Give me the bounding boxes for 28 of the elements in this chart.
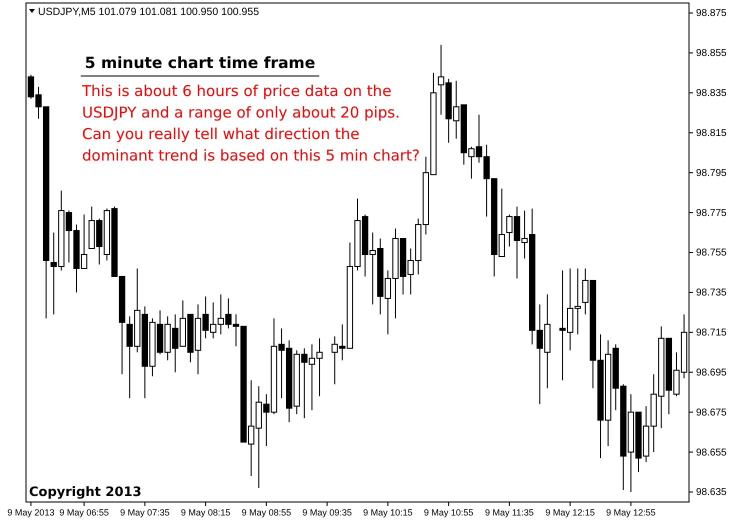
y-tick-label: 98.675: [696, 407, 728, 418]
x-tick-label: 9 May 09:35: [302, 507, 352, 518]
y-tick-label: 98.855: [696, 48, 728, 60]
x-tick-label: 9 May 08:15: [180, 507, 230, 518]
y-tick-label: 98.635: [696, 487, 728, 498]
x-tick-label: 9 May 2013: [7, 507, 54, 518]
x-tick-label: 9 May 10:15: [363, 507, 413, 518]
y-tick-label: 98.735: [696, 288, 728, 299]
x-tick-label: 9 May 12:15: [545, 507, 595, 518]
x-tick-label: 9 May 11:35: [484, 507, 534, 518]
x-tick-label: 9 May 10:55: [424, 507, 474, 518]
annotation: Copyright 2013: [29, 485, 142, 500]
y-tick-label: 98.775: [696, 208, 728, 219]
y-tick-label: 98.835: [696, 88, 728, 100]
y-tick-label: 98.655: [696, 447, 728, 458]
y-tick-label: 98.695: [696, 367, 728, 378]
y-tick-label: 98.795: [696, 168, 728, 179]
annotation: USDJPY,M5 101.079 101.081 100.950 100.955: [38, 6, 260, 18]
y-tick-label: 98.875: [696, 8, 728, 20]
y-tick-label: 98.755: [696, 248, 728, 259]
text: 5 minute chart time frame: [84, 54, 316, 72]
x-tick-label: 9 May 08:55: [242, 507, 292, 518]
x-tick-label: 9 May 07:35: [120, 507, 170, 518]
annotation: This is about 6 hours of price data on the USDJPY and a range of only about 20 pips. Can you really tell what direction the dominant trend is based on this 5 min chart?: [81, 82, 420, 164]
x-tick-label: 9 May 06:55: [59, 507, 109, 518]
y-tick-label: 98.815: [696, 128, 728, 139]
y-tick-label: 98.715: [696, 328, 728, 339]
x-tick-label: 9 May 12:55: [606, 507, 656, 518]
